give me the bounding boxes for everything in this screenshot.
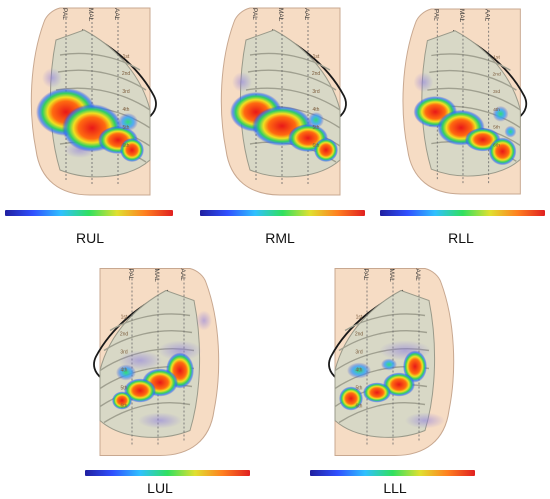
line-label-mal: MAL <box>277 8 284 22</box>
axillary-line-labels: PAL MAL AAL <box>61 8 120 22</box>
rib-label: 2nd <box>122 71 131 77</box>
colorbar <box>200 210 365 216</box>
panel-label: RLL <box>448 230 474 246</box>
line-label-pal: PAL <box>432 9 439 21</box>
axillary-line-labels: AAL MAL PAL <box>362 269 421 283</box>
rib-label: 3rd <box>120 350 127 356</box>
haze-spots <box>413 72 434 93</box>
rib-label: 3rd <box>493 89 500 95</box>
rib-label: 4th <box>493 107 500 113</box>
panel-lul: AAL MAL PAL 1st 2nd 3rd 4th 5th 6th LUL <box>70 258 250 498</box>
line-label-mal: MAL <box>388 269 395 283</box>
rib-labels: 1st 2nd 3rd 4th 5th 6th <box>492 54 500 148</box>
line-label-aal: AAL <box>414 269 421 282</box>
lung-heatmap-rml: PAL MAL AAL 1st 2nd 3rd 4th 5th 6th <box>220 7 347 196</box>
heat-spots <box>230 92 338 162</box>
line-label-aal: AAL <box>303 8 310 21</box>
panel-lll: AAL MAL PAL 1st 2nd 3rd 4th 5th 6th LLL <box>305 258 485 498</box>
rib-label: 1st <box>493 54 500 60</box>
rib-labels: 1st 2nd 3rd 4th 5th 6th <box>120 315 129 410</box>
colorbar <box>310 470 475 476</box>
rib-label: 2nd <box>312 71 321 77</box>
heat-spots <box>36 88 144 162</box>
rib-label: 5th <box>493 125 500 131</box>
lung-heatmap-lul: AAL MAL PAL 1st 2nd 3rd 4th 5th 6th <box>93 268 220 456</box>
rib-label: 4th <box>356 368 363 374</box>
rib-label: 4th <box>313 107 320 113</box>
lung-heatmap-rul: PAL MAL AAL 1st 2nd 3rd 4th 5th 6th <box>30 7 157 196</box>
lung-heatmap-rll: PAL MAL AAL 1st 2nd 3rd 4th 5th 6th <box>402 8 528 195</box>
axillary-line-labels: AAL MAL PAL <box>127 269 186 283</box>
colorbar <box>5 210 173 216</box>
rib-label: 6th <box>123 143 130 149</box>
rib-label: 6th <box>121 404 128 410</box>
line-label-pal: PAL <box>362 269 369 281</box>
panel-label: RML <box>265 230 295 246</box>
panel-rul: PAL MAL AAL 1st 2nd 3rd 4th 5th 6th RUL <box>0 0 180 250</box>
panel-label: LLL <box>383 480 407 496</box>
rib-labels: 1st 2nd 3rd 4th 5th 6th <box>355 315 364 410</box>
axillary-line-labels: PAL MAL AAL <box>432 9 490 23</box>
panel-rll: PAL MAL AAL 1st 2nd 3rd 4th 5th 6th RLL <box>372 0 550 250</box>
rib-label: 1st <box>123 54 130 60</box>
rib-label: 1st <box>121 315 128 321</box>
line-label-aal: AAL <box>113 8 120 21</box>
line-label-mal: MAL <box>87 8 94 22</box>
rib-label: 1st <box>313 54 320 60</box>
rib-labels: 1st 2nd 3rd 4th 5th 6th <box>122 54 131 149</box>
heat-spots <box>413 96 517 166</box>
line-label-aal: AAL <box>484 9 491 22</box>
heat-spots <box>112 352 194 410</box>
colorbar <box>380 210 545 216</box>
rib-label: 5th <box>121 386 128 392</box>
rib-label: 3rd <box>312 89 319 95</box>
rib-label: 2nd <box>355 332 364 338</box>
haze-spots <box>232 72 252 92</box>
rib-label: 6th <box>356 404 363 410</box>
rib-label: 4th <box>121 368 128 374</box>
rib-labels: 1st 2nd 3rd 4th 5th 6th <box>312 54 321 149</box>
axillary-line-labels: PAL MAL AAL <box>251 8 310 22</box>
lung-heatmap-lll: AAL MAL PAL 1st 2nd 3rd 4th 5th 6th <box>328 268 455 456</box>
panel-rml: PAL MAL AAL 1st 2nd 3rd 4th 5th 6th RML <box>190 0 370 250</box>
rib-label: 2nd <box>492 71 500 77</box>
rib-label: 6th <box>313 143 320 149</box>
line-label-mal: MAL <box>458 9 465 23</box>
panel-label: RUL <box>75 230 104 246</box>
line-label-mal: MAL <box>153 269 160 283</box>
rib-label: 4th <box>123 107 130 113</box>
line-label-aal: AAL <box>179 269 186 282</box>
rib-label: 5th <box>123 125 130 131</box>
rib-label: 3rd <box>355 350 362 356</box>
heat-spots <box>339 350 427 411</box>
rib-label: 5th <box>313 125 320 131</box>
panel-label: LUL <box>147 480 173 496</box>
line-label-pal: PAL <box>251 8 258 20</box>
colorbar <box>85 470 250 476</box>
rib-label: 3rd <box>122 89 129 95</box>
line-label-pal: PAL <box>61 8 68 20</box>
rib-label: 1st <box>356 315 363 321</box>
rib-label: 6th <box>493 142 500 148</box>
line-label-pal: PAL <box>127 269 134 281</box>
rib-label: 5th <box>356 386 363 392</box>
rib-label: 2nd <box>120 332 129 338</box>
haze-spots <box>118 310 212 429</box>
